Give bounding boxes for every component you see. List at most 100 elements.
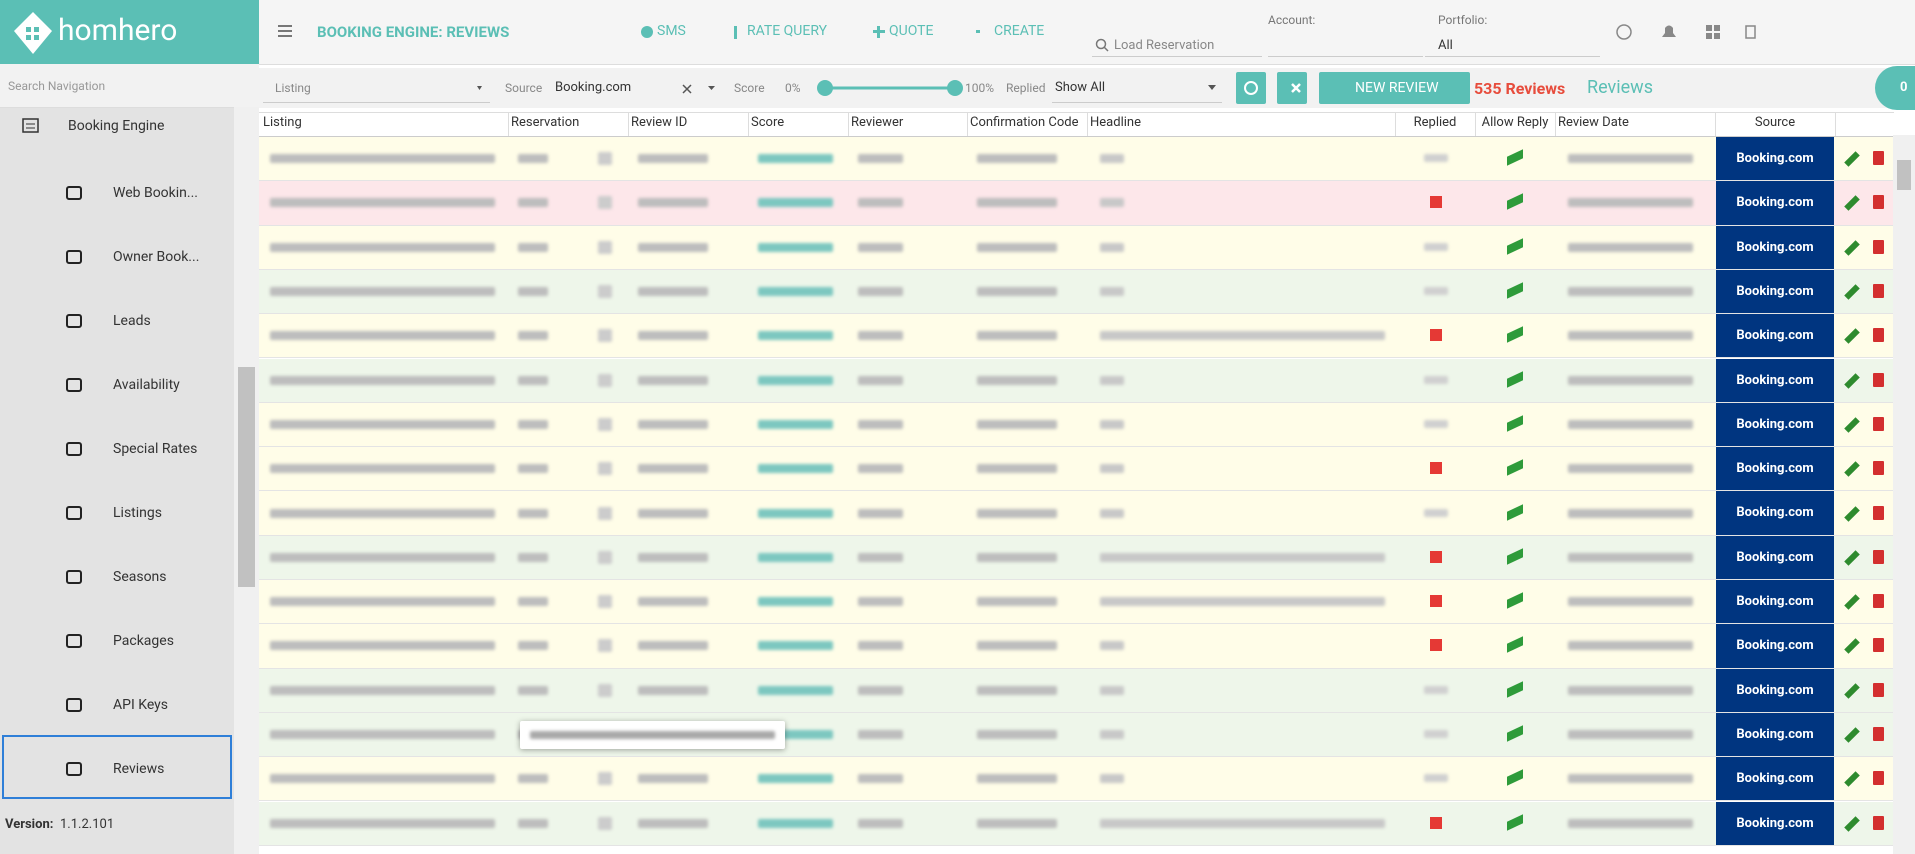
- delete-button[interactable]: [1873, 638, 1884, 653]
- delete-button[interactable]: [1873, 416, 1884, 431]
- source-label: Source: [505, 81, 543, 95]
- replied-empty: [1424, 419, 1448, 428]
- rate-query-button[interactable]: RATE QUERY: [747, 23, 828, 39]
- column-header[interactable]: Review ID: [631, 115, 688, 130]
- blurred-cell: [977, 685, 1057, 695]
- source-cell: Booking.com: [1716, 314, 1834, 358]
- delete-button[interactable]: [1873, 815, 1884, 830]
- delete-button[interactable]: [1873, 372, 1884, 387]
- source-cell: Booking.com: [1716, 624, 1834, 668]
- delete-button[interactable]: [1873, 727, 1884, 742]
- column-header[interactable]: Headline: [1090, 115, 1141, 130]
- column-header[interactable]: Confirmation Code: [970, 115, 1079, 130]
- replied-empty: [1424, 508, 1448, 517]
- replied-empty: [1424, 774, 1448, 783]
- blurred-headline: [1100, 287, 1124, 297]
- delete-button[interactable]: [1873, 505, 1884, 520]
- blurred-icon: [598, 506, 612, 520]
- nav-item[interactable]: Reviews: [113, 761, 165, 777]
- nav-item[interactable]: Listings: [113, 505, 162, 521]
- account-select[interactable]: [1268, 34, 1423, 57]
- sms-button[interactable]: SMS: [657, 23, 686, 39]
- blurred-cell: [977, 818, 1057, 828]
- nav-item[interactable]: Seasons: [113, 569, 167, 585]
- blurred-cell: [270, 818, 495, 828]
- sidebar-scroll-thumb[interactable]: [238, 367, 255, 587]
- refresh-button[interactable]: [1236, 72, 1266, 104]
- blurred-icon: [598, 285, 612, 299]
- source-cell: Booking.com: [1716, 757, 1834, 801]
- header-icons[interactable]: [1615, 22, 1765, 42]
- blurred-cell: [977, 242, 1057, 252]
- delete-button[interactable]: [1873, 195, 1884, 210]
- score-label: Score: [734, 81, 765, 95]
- delete-button[interactable]: [1873, 239, 1884, 254]
- delete-button[interactable]: [1873, 549, 1884, 564]
- column-header[interactable]: Listing: [263, 115, 302, 130]
- notification-badge[interactable]: [1875, 66, 1915, 110]
- clear-button[interactable]: [1277, 72, 1307, 104]
- source-cell: Booking.com: [1716, 580, 1834, 624]
- blurred-cell: [977, 508, 1057, 518]
- blurred-cell: [518, 154, 548, 164]
- nav-item[interactable]: Availability: [113, 377, 180, 393]
- blurred-headline: [1100, 641, 1124, 651]
- blurred-cell: [518, 641, 548, 651]
- column-header[interactable]: Reviewer: [851, 115, 904, 130]
- nav-item[interactable]: Web Bookin...: [113, 185, 198, 201]
- reviews-tab[interactable]: Reviews: [1587, 77, 1653, 98]
- nav-item[interactable]: Special Rates: [113, 441, 198, 457]
- listing-select[interactable]: [263, 74, 490, 103]
- delete-button[interactable]: [1873, 328, 1884, 343]
- delete-button[interactable]: [1873, 682, 1884, 697]
- delete-button[interactable]: [1873, 461, 1884, 476]
- load-reservation-input[interactable]: [1092, 34, 1262, 57]
- sidebar-section[interactable]: Booking Engine: [68, 118, 165, 134]
- replied-empty: [1424, 287, 1448, 296]
- delete-button[interactable]: [1873, 151, 1884, 166]
- replied-value: Show All: [1055, 80, 1106, 95]
- score-slider[interactable]: [815, 78, 965, 98]
- blurred-cell: [638, 419, 708, 429]
- blurred-date: [1568, 198, 1693, 208]
- blurred-cell: [270, 464, 495, 474]
- replied-empty: [1424, 730, 1448, 739]
- nav-item[interactable]: API Keys: [113, 697, 169, 713]
- column-header[interactable]: Review Date: [1558, 115, 1629, 130]
- blurred-cell: [518, 774, 548, 784]
- delete-button[interactable]: [1873, 284, 1884, 299]
- menu-button[interactable]: [278, 25, 292, 38]
- score-min: 0%: [785, 81, 801, 95]
- column-header[interactable]: Source: [1754, 115, 1796, 130]
- sidebar-search[interactable]: [0, 64, 259, 108]
- blurred-date: [1568, 774, 1693, 784]
- create-button[interactable]: CREATE: [994, 23, 1045, 39]
- delete-button[interactable]: [1873, 594, 1884, 609]
- blurred-cell: [977, 597, 1057, 607]
- delete-button[interactable]: [1873, 771, 1884, 786]
- nav-item[interactable]: Packages: [113, 633, 174, 649]
- column-header[interactable]: Reservation: [511, 115, 580, 130]
- blurred-cell: [270, 154, 495, 164]
- column-header[interactable]: Allow Reply: [1481, 115, 1549, 130]
- source-cell: Booking.com: [1716, 402, 1834, 447]
- blurred-icon: [598, 329, 612, 343]
- filter-carets: [477, 84, 715, 94]
- blurred-cell: [977, 774, 1057, 784]
- nav-item[interactable]: Owner Book...: [113, 249, 200, 265]
- nav-item[interactable]: Leads: [113, 313, 151, 329]
- column-header[interactable]: Score: [751, 115, 785, 130]
- column-header[interactable]: Replied: [1413, 115, 1457, 130]
- quote-button[interactable]: QUOTE: [889, 23, 934, 39]
- blurred-cell: [858, 641, 903, 651]
- table-scroll-thumb[interactable]: [1897, 160, 1911, 190]
- blurred-headline: [1100, 464, 1124, 474]
- replied-select[interactable]: [1052, 74, 1222, 103]
- portfolio-select[interactable]: [1425, 34, 1600, 57]
- new-review-button[interactable]: [1319, 72, 1470, 104]
- blurred-cell: [638, 242, 708, 252]
- blurred-cell: [977, 154, 1057, 164]
- source-cell: Booking.com: [1716, 801, 1834, 845]
- blurred-cell: [638, 818, 708, 828]
